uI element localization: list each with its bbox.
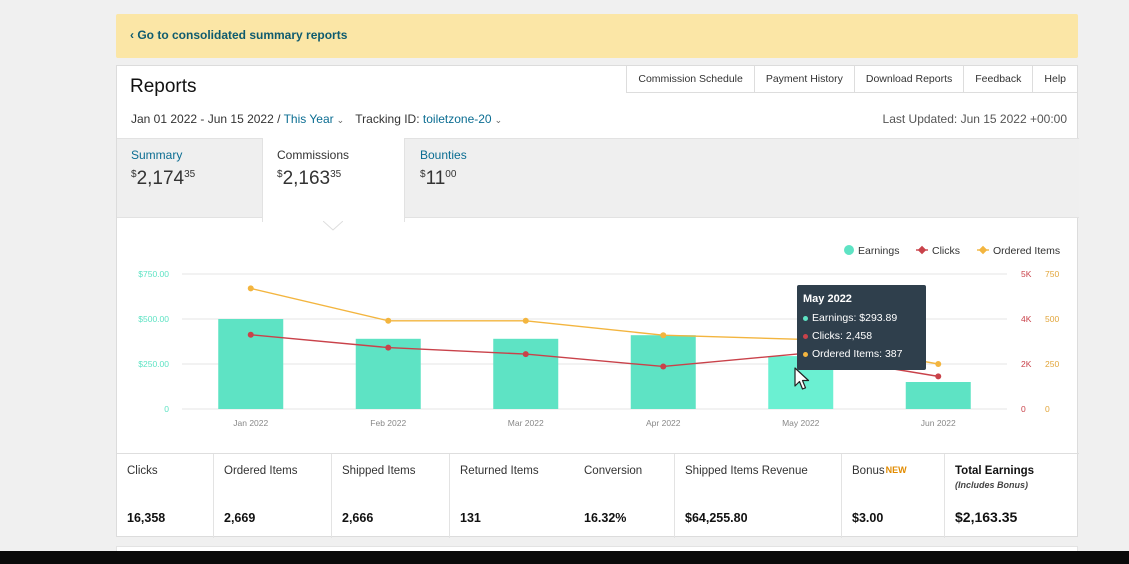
mouse-cursor-icon: [794, 367, 810, 390]
clicks-point: [522, 351, 529, 358]
bar-earnings: [630, 335, 696, 409]
ordered-items-point: [522, 317, 529, 324]
stat-total-earnings: Total Earnings (Includes Bonus) $2,163.3…: [955, 465, 1035, 525]
legend-earnings-label: Earnings: [858, 245, 899, 257]
tooltip-clicks: Clicks: 2,458: [803, 327, 920, 345]
right-axis-tick: 2K: [1021, 359, 1032, 369]
reports-card: Reports Commission Schedule Payment Hist…: [116, 65, 1079, 538]
nav-download-reports[interactable]: Download Reports: [855, 66, 965, 92]
consolidated-banner: ‹ Go to consolidated summary reports: [116, 14, 1078, 58]
last-updated: Last Updated: Jun 15 2022 +00:00: [882, 112, 1067, 126]
nav-commission-schedule[interactable]: Commission Schedule: [627, 66, 755, 92]
right2-axis-tick: 750: [1045, 269, 1059, 279]
tooltip-title: May 2022: [803, 293, 852, 305]
stat-bonus: BonusNEW $3.00: [842, 454, 945, 538]
x-axis-label: Feb 2022: [370, 418, 406, 428]
clicks-point: [660, 363, 667, 370]
legend-clicks-label: Clicks: [932, 245, 960, 257]
tab-commissions[interactable]: Commissions $2,16335: [262, 138, 405, 222]
left-axis-tick: 0: [164, 404, 169, 414]
earnings-chart: $750.00 5K 750 $500.00 4K 500 $250.00 2K 250 0 0 0 J…: [138, 245, 1060, 428]
stat-shipped-items-revenue: Shipped Items Revenue $64,255.80: [675, 454, 842, 538]
ordered-items-point: [660, 332, 667, 339]
date-range: Jan 01 2022 - Jun 15 2022 /: [131, 112, 281, 126]
right2-axis-tick: 0: [1045, 404, 1050, 414]
tab-value: $2,17435: [131, 168, 196, 189]
tooltip-ordered-items: Ordered Items: 387: [803, 345, 920, 363]
tab-label: Summary: [131, 148, 183, 162]
page-title: Reports: [130, 76, 197, 97]
left-axis-tick: $750.00: [138, 269, 169, 279]
legend-ordered-marker: [978, 245, 988, 255]
tab-value: $1100: [420, 168, 457, 189]
chevron-down-icon[interactable]: ⌄: [336, 115, 345, 125]
x-axis-label: Jun 2022: [921, 418, 956, 428]
consolidated-reports-link[interactable]: ‹ Go to consolidated summary reports: [130, 28, 348, 42]
left-axis-tick: $500.00: [138, 314, 169, 324]
x-axis-label: Jan 2022: [233, 418, 268, 428]
ordered-items-point: [247, 285, 254, 292]
legend-earnings-swatch: [844, 245, 854, 255]
screen-bottom-bar: [0, 551, 1129, 564]
legend-ordered-label: Ordered Items: [993, 245, 1060, 257]
nav-payment-history[interactable]: Payment History: [755, 66, 855, 92]
clicks-point: [385, 344, 392, 351]
right-axis-tick: 4K: [1021, 314, 1032, 324]
tab-bounties[interactable]: Bounties $1100: [406, 138, 536, 218]
left-axis-tick: $250.00: [138, 359, 169, 369]
chevron-down-icon[interactable]: ⌄: [494, 115, 503, 125]
stat-conversion: Conversion 16.32%: [574, 454, 675, 538]
tracking-id-dropdown[interactable]: toiletzone-20: [422, 112, 492, 126]
period-dropdown[interactable]: This Year: [283, 112, 334, 126]
new-badge: NEW: [885, 465, 907, 475]
x-axis-label: May 2022: [782, 418, 820, 428]
ordered-items-point: [385, 317, 392, 324]
right2-axis-tick: 500: [1045, 314, 1059, 324]
tab-summary[interactable]: Summary $2,17435: [117, 138, 262, 218]
tab-value: $2,16335: [277, 168, 342, 189]
chart-tooltip: May 2022 Earnings: $293.89 Clicks: 2,458…: [797, 285, 926, 370]
stat-ordered-items: Ordered Items 2,669: [214, 454, 332, 538]
right-axis-tick: 0: [1021, 404, 1026, 414]
tab-label: Commissions: [277, 148, 350, 162]
nav-feedback[interactable]: Feedback: [964, 66, 1034, 92]
ordered-items-point: [935, 361, 942, 367]
filter-bar: Jan 01 2022 - Jun 15 2022 / This Year ⌄ T…: [131, 112, 510, 126]
right-axis-tick: 5K: [1021, 269, 1032, 279]
tab-label: Bounties: [420, 148, 467, 162]
x-axis-label: Mar 2022: [508, 418, 544, 428]
stats-row: Clicks 16,358 Ordered Items 2,669 Shippe…: [117, 453, 1079, 538]
legend-clicks-marker: [917, 245, 927, 255]
right2-axis-tick: 250: [1045, 359, 1059, 369]
stat-shipped-items: Shipped Items 2,666: [332, 454, 450, 538]
stat-clicks: Clicks 16,358: [117, 454, 214, 538]
bar-earnings: [905, 382, 971, 409]
nav-help[interactable]: Help: [1044, 73, 1066, 85]
x-axis-label: Apr 2022: [646, 418, 681, 428]
stat-returned-items: Returned Items 131: [460, 465, 539, 525]
tooltip-earnings: Earnings: $293.89: [803, 309, 920, 327]
tracking-label: Tracking ID:: [355, 112, 420, 126]
top-nav: Commission Schedule Payment History Down…: [626, 66, 1077, 93]
active-tab-pointer: [323, 221, 343, 231]
bar-earnings: [493, 338, 559, 409]
clicks-point: [935, 373, 942, 380]
clicks-point: [247, 331, 254, 338]
